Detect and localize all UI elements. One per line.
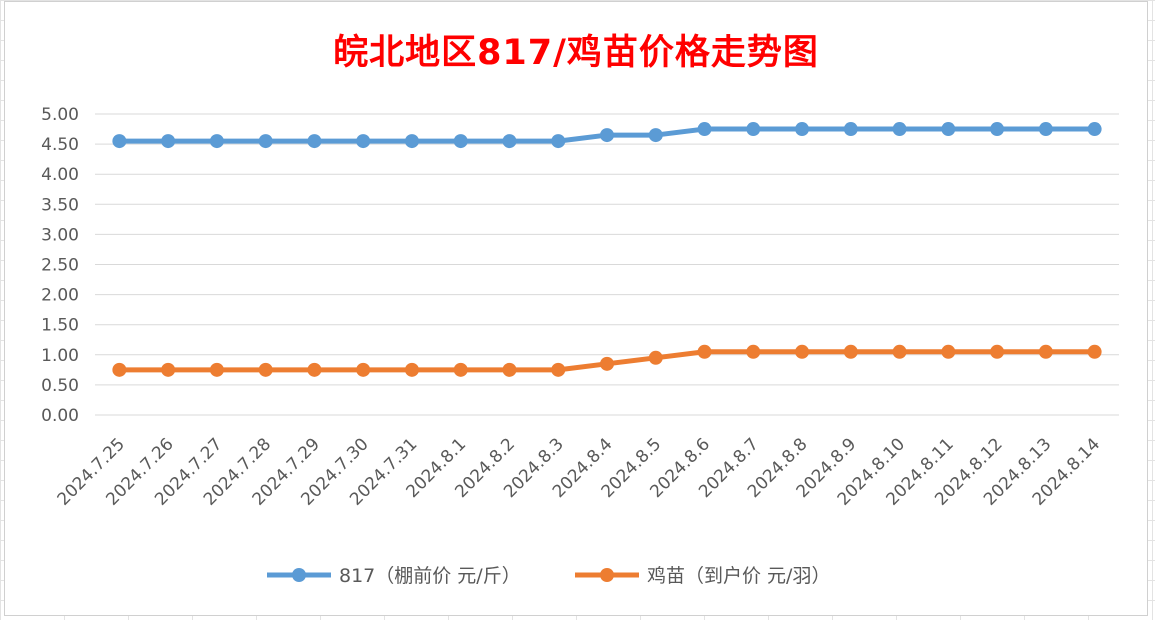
data-point-series-1 <box>941 122 956 137</box>
data-point-series-2 <box>892 344 907 359</box>
data-point-series-1 <box>307 134 322 149</box>
legend-marker-2 <box>600 568 614 582</box>
data-point-series-1 <box>746 122 761 137</box>
data-point-series-2 <box>502 362 517 377</box>
data-point-series-2 <box>209 362 224 377</box>
data-point-series-1 <box>600 128 614 143</box>
y-tick-label: 1.00 <box>41 346 79 366</box>
data-point-series-2 <box>1087 344 1102 359</box>
data-point-series-2 <box>600 356 614 371</box>
data-point-series-1 <box>697 122 712 137</box>
y-tick-label: 1.50 <box>41 316 79 336</box>
data-point-series-1 <box>404 134 419 149</box>
data-point-series-2 <box>307 362 322 377</box>
legend-label-1: 817（棚前价 元/斤） <box>339 565 521 587</box>
y-tick-label: 2.00 <box>41 286 79 306</box>
data-point-series-2 <box>1038 344 1053 359</box>
data-point-series-1 <box>648 128 663 143</box>
y-tick-label: 4.50 <box>41 135 79 155</box>
legend-marker-1 <box>292 568 306 582</box>
data-point-series-1 <box>502 134 517 149</box>
y-tick-label: 0.00 <box>41 406 79 426</box>
data-point-series-2 <box>990 344 1005 359</box>
data-point-series-1 <box>551 134 566 149</box>
data-point-series-1 <box>112 134 127 149</box>
data-point-series-2 <box>112 362 127 377</box>
data-point-series-2 <box>161 362 176 377</box>
data-point-series-1 <box>356 134 371 149</box>
data-point-series-2 <box>697 344 712 359</box>
data-point-series-1 <box>1087 122 1102 137</box>
data-point-series-2 <box>795 344 810 359</box>
y-tick-label: 2.50 <box>41 256 79 276</box>
data-point-series-1 <box>1038 122 1053 137</box>
chart-title: 皖北地区817/鸡苗价格走势图 <box>333 33 819 73</box>
data-point-series-1 <box>843 122 858 137</box>
chart-area[interactable]: 皖北地区817/鸡苗价格走势图 0.00 0.50 1.00 1.50 2.00 2.50… <box>4 1 1148 616</box>
data-point-series-2 <box>356 362 371 377</box>
data-point-series-1 <box>892 122 907 137</box>
y-tick-label: 4.00 <box>41 165 79 185</box>
data-point-series-2 <box>746 344 761 359</box>
legend-label-2: 鸡苗（到户价 元/羽） <box>647 565 830 587</box>
data-point-series-1 <box>209 134 224 149</box>
y-tick-label: 0.50 <box>41 376 79 396</box>
y-tick-label: 5.00 <box>41 105 79 125</box>
data-point-series-1 <box>258 134 273 149</box>
data-point-series-2 <box>843 344 858 359</box>
data-point-series-1 <box>795 122 810 137</box>
data-point-series-2 <box>941 344 956 359</box>
data-point-series-1 <box>990 122 1005 137</box>
data-point-series-2 <box>453 362 468 377</box>
data-point-series-2 <box>404 362 419 377</box>
chart-plot: 0.00 0.50 1.00 1.50 2.00 2.50 3.00 3.50 4.00 4.50… <box>41 105 1119 587</box>
data-point-series-2 <box>648 350 663 365</box>
data-point-series-2 <box>258 362 273 377</box>
data-point-series-2 <box>551 362 566 377</box>
data-point-series-1 <box>453 134 468 149</box>
data-point-series-1 <box>161 134 176 149</box>
y-tick-label: 3.50 <box>41 195 79 215</box>
y-tick-label: 3.00 <box>41 225 79 245</box>
